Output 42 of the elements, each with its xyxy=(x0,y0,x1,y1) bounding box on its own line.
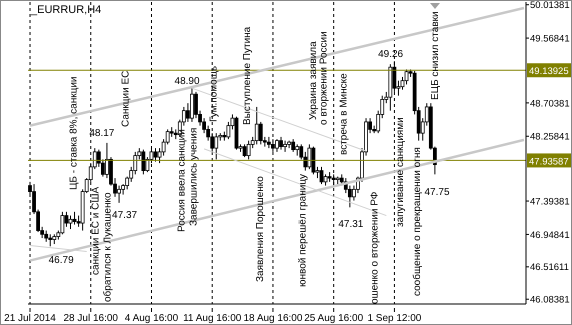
annotation: ошенко о вторжении РФ xyxy=(370,191,381,304)
annotation: Завершились учения xyxy=(188,128,200,226)
annotation: санкции ЕС и США xyxy=(90,186,102,275)
ref-line-label: 47.93587 xyxy=(529,156,569,168)
annotation: 48.17 xyxy=(89,128,115,139)
y-tick-label: 48.25841 xyxy=(530,132,570,143)
annotation: 46.79 xyxy=(48,255,74,266)
annotation: встреча в Минске xyxy=(338,72,350,155)
y-tick-label: 46.51611 xyxy=(530,262,569,274)
ref-line-label: 49.13925 xyxy=(529,66,569,78)
y-tick-label: 49.56841 xyxy=(530,33,570,44)
annotation: обратился к Лукашенко xyxy=(102,192,114,302)
x-tick-label: 18 Aug 16:00 xyxy=(243,313,303,324)
annotation: 47.75 xyxy=(424,187,450,198)
x-tick-label: 21 Jul 2014 xyxy=(4,313,56,324)
x-tick-label: 1 Sep 12:00 xyxy=(367,313,422,324)
annotation: юнвой перешёл границу xyxy=(298,174,309,287)
annotation: Украина заявила xyxy=(308,40,320,120)
x-tick-label: 28 Jul 16:00 xyxy=(64,313,118,324)
annotation: запугивание санкциями xyxy=(395,117,406,227)
annotation: 48.90 xyxy=(174,76,200,87)
x-tick-label: 25 Aug 16:00 xyxy=(304,313,364,324)
annotation: Выступление Путина xyxy=(242,26,253,125)
annotation: Санкции ЕС xyxy=(120,70,132,127)
y-tick-label: 50.01381 xyxy=(530,0,570,12)
annotation: 47.37 xyxy=(112,210,138,221)
annotation: ЦБ - ставка 8%, санкции xyxy=(68,76,80,190)
annotation: о вторжении России xyxy=(318,31,330,125)
y-tick-label: 46.08381 xyxy=(530,294,570,306)
y-tick-label: 46.94841 xyxy=(530,230,570,241)
y-tick-label: 47.39381 xyxy=(530,196,570,208)
annotation: Гум.помощь xyxy=(208,66,220,122)
y-tick-label: 48.70381 xyxy=(530,98,570,110)
annotation: ЕЦБ снизил ставки xyxy=(430,11,442,100)
annotation: Россия ввела санкции xyxy=(176,129,188,232)
x-tick-label: 4 Aug 16:00 xyxy=(124,313,179,324)
x-tick-label: 11 Aug 16:00 xyxy=(183,313,242,324)
annotation: Заявления Порошенко xyxy=(255,176,266,282)
chart-title: _EURRUR,H4 xyxy=(31,4,102,16)
annotation: сообщение о прекращении огня xyxy=(412,147,424,296)
annotation: 49.26 xyxy=(378,49,404,60)
annotation: 47.31 xyxy=(338,219,364,230)
